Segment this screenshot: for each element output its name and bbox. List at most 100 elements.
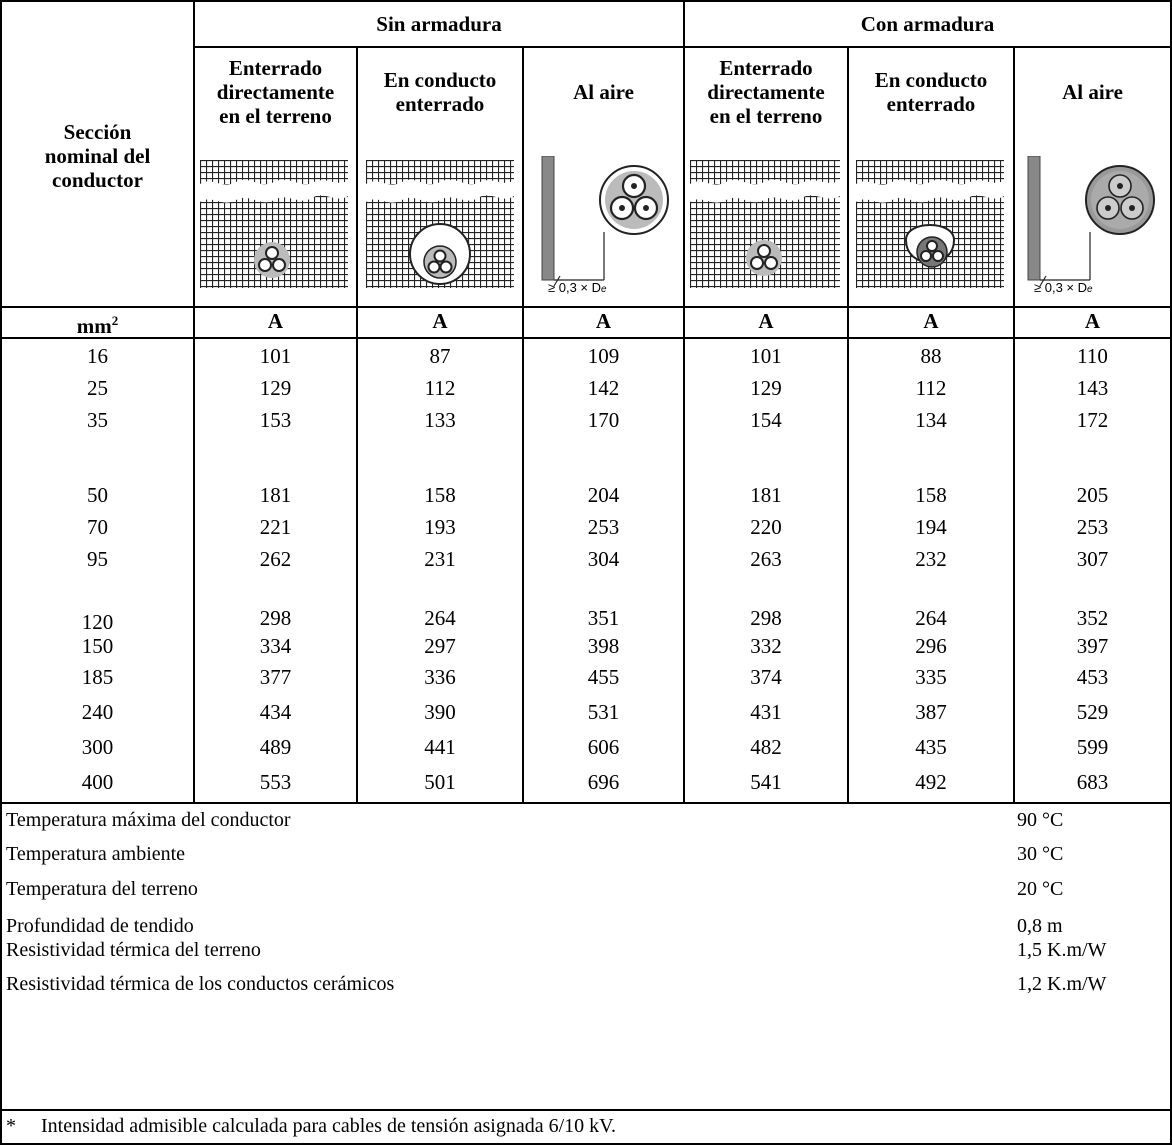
unit-col1: A xyxy=(267,309,284,333)
subheader-aire-con: Al aire xyxy=(1015,80,1170,104)
value-cell: 88 xyxy=(920,344,942,368)
value-cell: 109 xyxy=(587,344,620,368)
value-cell: 297 xyxy=(424,634,456,658)
value-cell: 172 xyxy=(1076,408,1109,432)
value-cell: 336 xyxy=(424,665,456,689)
section-cell: 70 xyxy=(87,515,108,539)
value-cell: 129 xyxy=(259,376,292,400)
condition-label: Resistividad térmica de los conductos ce… xyxy=(6,973,395,995)
value-cell: 434 xyxy=(259,700,292,724)
unit-col5: A xyxy=(923,309,939,333)
rule-right xyxy=(1170,0,1172,1145)
value-cell: 112 xyxy=(424,376,456,400)
value-cell: 553 xyxy=(259,770,292,794)
footnote-mark: * xyxy=(6,1115,16,1137)
subheader-line: En conducto xyxy=(383,68,497,92)
air-distance-sub: e xyxy=(1087,284,1093,295)
value-cell: 531 xyxy=(587,700,620,724)
value-cell: 606 xyxy=(587,735,620,759)
value-cell: 134 xyxy=(915,408,947,432)
header-col0-line: nominal del xyxy=(44,144,151,168)
rule-conditions-bottom xyxy=(0,1109,1172,1111)
table-row: 120 298 264 351 298 264 352 xyxy=(0,603,1172,634)
air-distance-text: ≥ 0,3 × D xyxy=(1034,280,1088,295)
value-cell: 599 xyxy=(1076,735,1109,759)
value-cell: 351 xyxy=(587,606,620,630)
subheader-line: en el terreno xyxy=(219,104,332,128)
header-col0: Sección nominal del conductor xyxy=(2,120,193,192)
value-cell: 264 xyxy=(424,606,456,630)
subheader-line: directamente xyxy=(707,80,825,104)
buried-direct-armoured-illustration xyxy=(690,160,840,288)
subheader-line: en el terreno xyxy=(709,104,823,128)
section-cell: 400 xyxy=(81,770,114,794)
condition-value: 90 °C xyxy=(1017,809,1064,831)
value-cell: 142 xyxy=(587,376,620,400)
table-row: 70 221 193 253 220 194 253 xyxy=(0,512,1172,542)
subheader-line: En conducto xyxy=(874,68,988,92)
value-cell: 129 xyxy=(750,376,782,400)
header-col0-line: Sección xyxy=(63,120,132,144)
value-cell: 398 xyxy=(587,634,620,658)
value-cell: 683 xyxy=(1076,770,1109,794)
condition-value: 1,5 K.m/W xyxy=(1017,939,1107,961)
subheader-line: enterrado xyxy=(395,92,485,116)
rule-col1 xyxy=(356,46,358,803)
rule-units-top xyxy=(0,306,1172,308)
value-cell: 181 xyxy=(750,483,782,507)
value-cell: 529 xyxy=(1076,700,1109,724)
value-cell: 112 xyxy=(915,376,947,400)
rule-col2 xyxy=(522,46,524,803)
condition-label: Temperatura ambiente xyxy=(6,843,186,865)
value-cell: 193 xyxy=(424,515,456,539)
buried-duct-illustration xyxy=(366,160,514,288)
section-cell: 150 xyxy=(81,634,114,658)
table-row: 50 181 158 204 181 158 205 xyxy=(0,480,1172,510)
value-cell: 390 xyxy=(424,700,456,724)
value-cell: 231 xyxy=(424,547,456,571)
subheader-line: Al aire xyxy=(573,80,634,104)
value-cell: 264 xyxy=(915,606,947,630)
value-cell: 101 xyxy=(750,344,782,368)
value-cell: 374 xyxy=(750,665,782,689)
table-row: 240 434 390 531 431 387 529 xyxy=(0,697,1172,727)
value-cell: 696 xyxy=(587,770,620,794)
value-cell: 154 xyxy=(750,408,782,432)
section-cell: 120 xyxy=(81,610,114,634)
value-cell: 304 xyxy=(587,547,620,571)
value-cell: 489 xyxy=(259,735,292,759)
table-row: 16 101 87 109 101 88 110 xyxy=(0,341,1172,371)
value-cell: 194 xyxy=(915,515,947,539)
value-cell: 133 xyxy=(424,408,456,432)
unit-col6: A xyxy=(1084,309,1101,333)
value-cell: 253 xyxy=(1076,515,1109,539)
rule-top xyxy=(0,0,1172,2)
header-col0-line: conductor xyxy=(52,168,143,192)
subheader-enterrado-sin: Enterrado directamente en el terreno xyxy=(195,56,356,128)
value-cell: 501 xyxy=(424,770,456,794)
section-cell: 50 xyxy=(87,483,108,507)
value-cell: 143 xyxy=(1076,376,1109,400)
table-row: 300 489 441 606 482 435 599 xyxy=(0,732,1172,762)
rule-col0 xyxy=(193,0,195,803)
condition-value: 0,8 m xyxy=(1017,915,1063,937)
subheader-line: Enterrado xyxy=(719,56,813,80)
condition-label: Profundidad de tendido xyxy=(6,915,194,937)
section-cell: 240 xyxy=(81,700,114,724)
value-cell: 232 xyxy=(915,547,947,571)
table-row: 150 334 297 398 332 296 397 xyxy=(0,631,1172,661)
subheader-line: Al aire xyxy=(1062,80,1123,104)
subheader-conducto-con: En conducto enterrado xyxy=(849,68,1013,116)
rule-group xyxy=(193,46,1172,48)
value-cell: 220 xyxy=(750,515,782,539)
value-cell: 482 xyxy=(750,735,782,759)
value-cell: 101 xyxy=(259,344,292,368)
value-cell: 221 xyxy=(259,515,292,539)
table-row: 25 129 112 142 129 112 143 xyxy=(0,373,1172,403)
value-cell: 441 xyxy=(424,735,456,759)
condition-value: 20 °C xyxy=(1017,878,1064,900)
value-cell: 170 xyxy=(587,408,620,432)
value-cell: 307 xyxy=(1076,547,1109,571)
rule-left xyxy=(0,0,2,1145)
condition-value: 30 °C xyxy=(1017,843,1064,865)
